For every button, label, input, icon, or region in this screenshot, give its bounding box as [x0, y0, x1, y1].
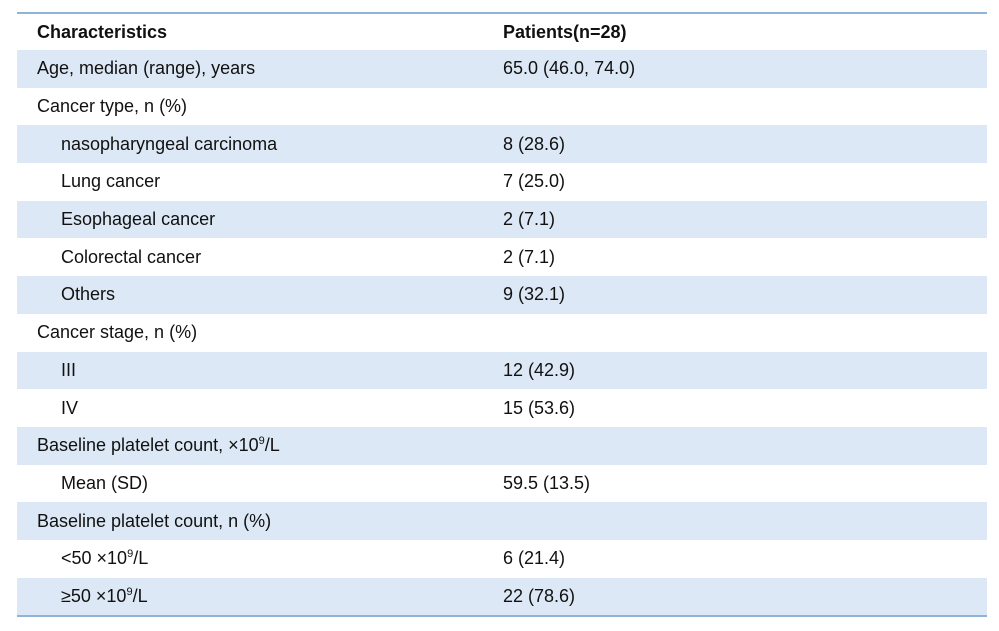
table-row: ≥50 ×109/L 22 (78.6) — [17, 577, 987, 616]
row-label: IV — [61, 397, 79, 418]
row-label: Age, median (range), years — [37, 58, 256, 79]
table-row: Mean (SD) 59.5 (13.5) — [17, 465, 987, 503]
header-characteristics: Characteristics — [37, 21, 168, 42]
table-row: Baseline platelet count, n (%) — [17, 502, 987, 540]
table-row: Age, median (range), years 65.0 (46.0, 7… — [17, 50, 987, 88]
table-row: III 12 (42.9) — [17, 351, 987, 390]
row-label: Lung cancer — [61, 171, 161, 192]
row-value: 8 (28.6) — [503, 133, 566, 154]
row-label: Cancer type, n (%) — [37, 96, 188, 117]
table-header-row: Characteristics Patients(n=28) — [17, 14, 987, 50]
table-row: Esophageal cancer 2 (7.1) — [17, 200, 987, 239]
table-row: Others 9 (32.1) — [17, 276, 987, 314]
row-label: <50 ×109/L — [17, 548, 503, 569]
row-label: Colorectal cancer — [61, 246, 202, 267]
row-label: III — [61, 359, 77, 380]
row-label: ≥50 ×109/L — [17, 586, 503, 607]
table-row: Cancer type, n (%) — [17, 88, 987, 126]
table-top-rule — [17, 12, 987, 14]
header-patients: Patients(n=28) — [503, 21, 627, 42]
table-row: Lung cancer 7 (25.0) — [17, 163, 987, 201]
row-value: 6 (21.4) — [503, 548, 566, 569]
row-label-unit: /L — [264, 435, 280, 456]
row-value: 15 (53.6) — [503, 397, 576, 418]
row-value: 22 (78.6) — [503, 585, 576, 606]
row-value: 59.5 (13.5) — [503, 472, 591, 493]
row-value: 7 (25.0) — [503, 171, 566, 192]
row-label: Others — [61, 284, 116, 305]
row-value: 12 (42.9) — [503, 359, 576, 380]
table-row: Colorectal cancer 2 (7.1) — [17, 238, 987, 276]
table-row: nasopharyngeal carcinoma 8 (28.6) — [17, 125, 987, 164]
patient-characteristics-table: Characteristics Patients(n=28) Age, medi… — [17, 12, 987, 618]
row-label-superscript: 9 — [258, 435, 265, 448]
row-value: 2 (7.1) — [503, 246, 556, 267]
row-value: 2 (7.1) — [503, 209, 556, 230]
row-value: 65.0 (46.0, 74.0) — [503, 58, 636, 79]
row-label-text: Baseline platelet count, ×10 — [37, 435, 259, 456]
table-row: IV 15 (53.6) — [17, 389, 987, 427]
table-row: <50 ×109/L 6 (21.4) — [17, 540, 987, 578]
row-label-superscript: 9 — [126, 585, 133, 598]
row-value: 9 (32.1) — [503, 284, 566, 305]
table-row: Baseline platelet count, ×109/L — [17, 426, 987, 465]
table-bottom-rule — [17, 615, 987, 618]
row-label-superscript: 9 — [127, 548, 134, 561]
table-row: Cancer stage, n (%) — [17, 314, 987, 352]
row-label: Esophageal cancer — [61, 209, 216, 230]
row-label: Mean (SD) — [61, 472, 149, 493]
row-label-unit: /L — [133, 548, 149, 569]
row-label-text: ≥50 ×10 — [61, 585, 127, 606]
row-label: Baseline platelet count, n (%) — [37, 510, 272, 531]
row-label: Baseline platelet count, ×109/L — [17, 435, 503, 456]
row-label: Cancer stage, n (%) — [37, 322, 198, 343]
row-label-unit: /L — [132, 585, 148, 606]
row-label-text: <50 ×10 — [61, 548, 128, 569]
row-label: nasopharyngeal carcinoma — [61, 133, 278, 154]
